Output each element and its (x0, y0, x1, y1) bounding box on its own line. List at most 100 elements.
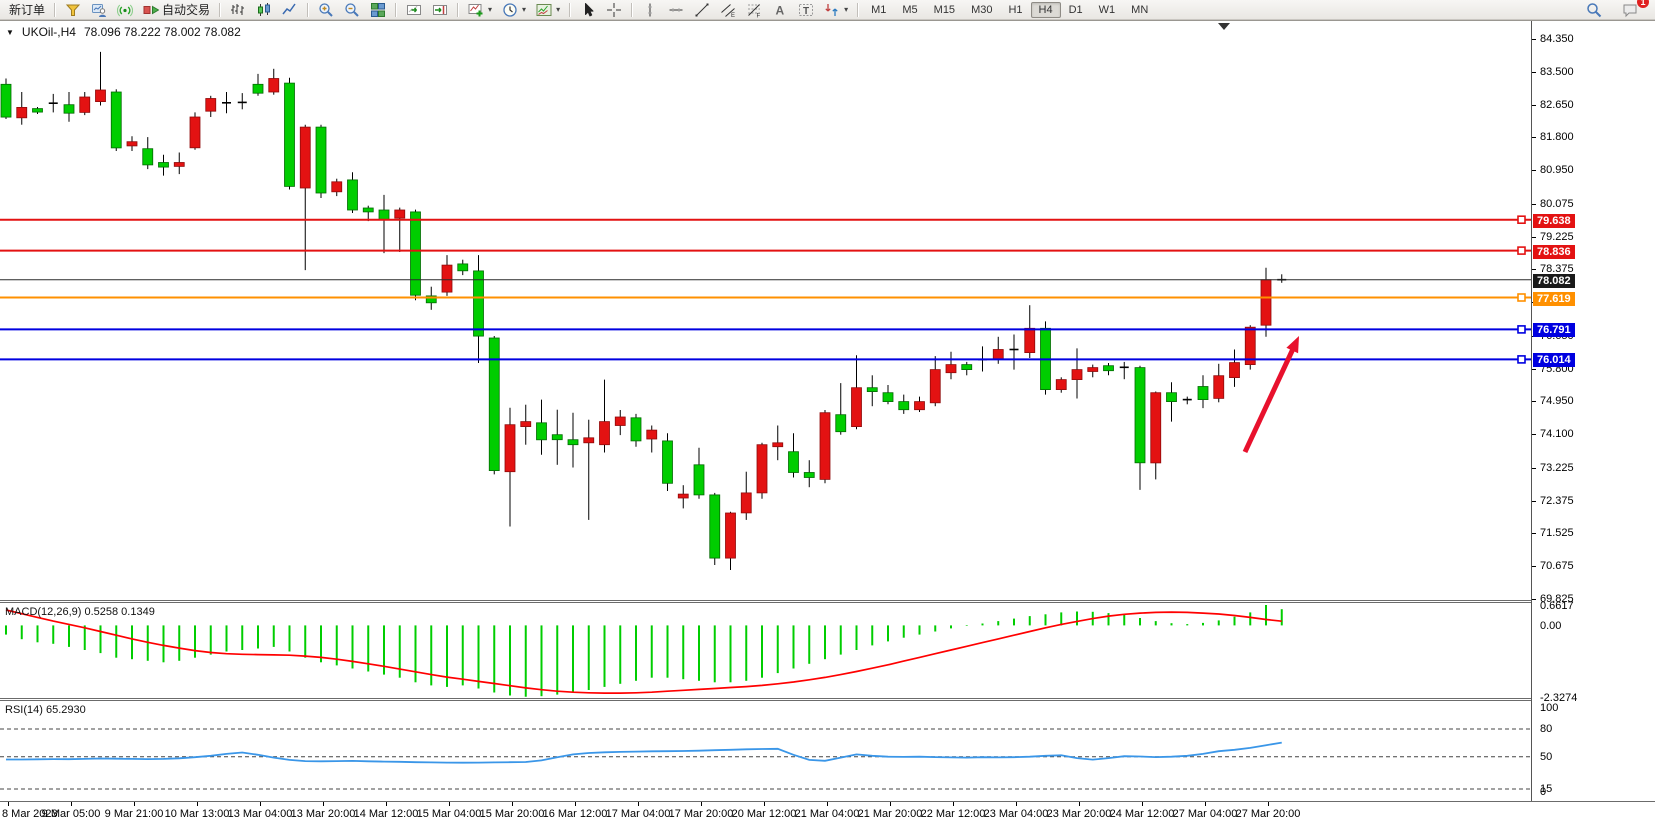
candle (237, 93, 247, 110)
timeframe-d1-button[interactable]: D1 (1068, 3, 1083, 16)
price-axis-separator (1531, 21, 1532, 825)
templates-icon[interactable]: ▾ (531, 0, 565, 20)
dropdown-caret-icon[interactable]: ▾ (556, 5, 561, 14)
macd-label: MACD(12,26,9) 0.5258 0.1349 (5, 606, 155, 618)
candle (693, 447, 705, 499)
price-tick-label: 72.375 (1540, 495, 1574, 507)
pane-separator[interactable] (0, 698, 1531, 699)
new-order-button[interactable]: 新订单 (4, 0, 50, 20)
timeframe-h4-button[interactable]: H4 (1030, 1, 1061, 18)
search-icon[interactable] (1581, 0, 1607, 20)
hline-76.014[interactable] (0, 355, 1531, 364)
price-tag-78.836: 78.836 (1533, 245, 1575, 259)
candlestick-chart-icon[interactable] (251, 0, 277, 20)
metaeditor-icon[interactable] (60, 0, 86, 20)
pane-separator[interactable] (0, 600, 1531, 601)
candle (1087, 364, 1099, 378)
candle (110, 89, 122, 151)
cursor-icon[interactable] (575, 0, 601, 20)
timeframe-w1-button[interactable]: W1 (1098, 3, 1116, 16)
horizontal-line-icon[interactable] (663, 0, 689, 20)
candle (410, 209, 421, 301)
time-tick-label: 17 Mar 20:00 (668, 808, 734, 820)
price-tick (1532, 434, 1536, 435)
candle (803, 460, 815, 488)
time-tick (134, 802, 135, 806)
price-tick-label: 80.075 (1540, 198, 1574, 210)
macd-axis-label: -2.3274 (1540, 692, 1578, 704)
timeframe-m5-button[interactable]: M5 (902, 3, 918, 16)
auto-scroll-icon[interactable] (401, 0, 427, 20)
notifications-button[interactable]: 1 (1617, 0, 1649, 20)
hline-79.638[interactable] (0, 215, 1531, 224)
autotrading-button[interactable]: 自动交易 (138, 0, 215, 20)
time-tick (764, 802, 765, 806)
candle (205, 95, 217, 117)
horizontal-line-icon (669, 7, 683, 12)
timeframe-h1-button[interactable]: H1 (1008, 3, 1023, 16)
candle (898, 394, 910, 414)
candle (1277, 274, 1287, 283)
candle (158, 154, 169, 176)
candle (16, 92, 28, 125)
candle (614, 410, 626, 436)
time-tick-label: 24 Mar 12:00 (1109, 808, 1175, 820)
bar-chart-icon[interactable] (225, 0, 251, 20)
dropdown-caret-icon[interactable]: ▾ (844, 5, 849, 14)
text-label-icon[interactable]: T (793, 0, 819, 20)
time-axis[interactable]: 8 Mar 2023 9 Mar 05:00 9 Mar 21:00 10 Mar 1… (0, 801, 1655, 825)
price-tick-label: 74.100 (1540, 428, 1574, 440)
signals-icon (117, 4, 134, 16)
candle (520, 404, 532, 445)
symbol-period-label: UKOil-,H4 (21, 25, 76, 39)
rsi-label: RSI(14) 65.2930 (5, 704, 86, 716)
vertical-line-icon[interactable] (637, 0, 663, 20)
toolbar-separator (395, 2, 398, 17)
zoom-out-icon (345, 2, 359, 17)
fibonacci-icon[interactable]: F (741, 0, 767, 20)
line-chart-icon[interactable] (277, 0, 303, 20)
trendline-icon[interactable] (689, 0, 715, 20)
zoom-in-icon[interactable] (313, 0, 339, 20)
price-pane[interactable] (0, 21, 1531, 600)
price-tag-78.082: 78.082 (1533, 274, 1575, 288)
price-tick (1532, 401, 1536, 402)
tile-windows-icon[interactable] (365, 0, 391, 20)
periods-icon[interactable]: ▾ (497, 0, 531, 20)
bar-chart-icon (231, 3, 245, 15)
indicators-list-icon[interactable]: ▾ (463, 0, 497, 20)
candle (772, 425, 784, 461)
timeframe-m15-button[interactable]: M15 (933, 3, 956, 16)
timeframe-mn-button[interactable]: MN (1131, 3, 1149, 16)
dropdown-caret-icon[interactable]: ▾ (522, 5, 527, 14)
rsi-pane[interactable] (0, 701, 1531, 801)
chart-menu-arrow-icon[interactable]: ▼ (6, 27, 14, 37)
dropdown-caret-icon[interactable]: ▾ (488, 5, 493, 14)
arrows-icon[interactable]: ▾ (819, 0, 853, 20)
time-tick (512, 802, 513, 806)
macd-pane[interactable] (0, 603, 1531, 698)
price-axis[interactable]: 84.350 83.500 82.650 81.800 80.950 80.075 79.2… (1532, 21, 1655, 801)
rsi-axis-label: 100 (1540, 702, 1559, 714)
time-tick-label: 22 Mar 12:00 (920, 808, 986, 820)
text-icon[interactable]: A (767, 0, 793, 20)
hline-76.791[interactable] (0, 325, 1531, 334)
chart-shift-marker-icon[interactable] (1218, 23, 1230, 30)
market-profile-icon[interactable] (86, 0, 112, 20)
timeframe-m1-button[interactable]: M1 (871, 3, 887, 16)
candle (362, 205, 374, 222)
hline-77.619[interactable] (0, 293, 1531, 302)
signals-icon[interactable] (112, 0, 138, 20)
auto-scroll-icon (407, 4, 422, 15)
hline-78.836[interactable] (0, 246, 1531, 255)
candle (725, 511, 736, 570)
zoom-out-icon[interactable] (339, 0, 365, 20)
timeframe-m30-button[interactable]: M30 (971, 3, 993, 16)
crosshair-icon[interactable] (601, 0, 627, 20)
equidistant-channel-icon[interactable]: E (715, 0, 741, 20)
toolbar-separator (307, 2, 310, 17)
arrow-annotation[interactable] (1242, 336, 1299, 454)
chart-shift-icon[interactable] (427, 0, 453, 20)
time-tick (575, 802, 576, 806)
price-tag-77.619: 77.619 (1533, 292, 1575, 306)
